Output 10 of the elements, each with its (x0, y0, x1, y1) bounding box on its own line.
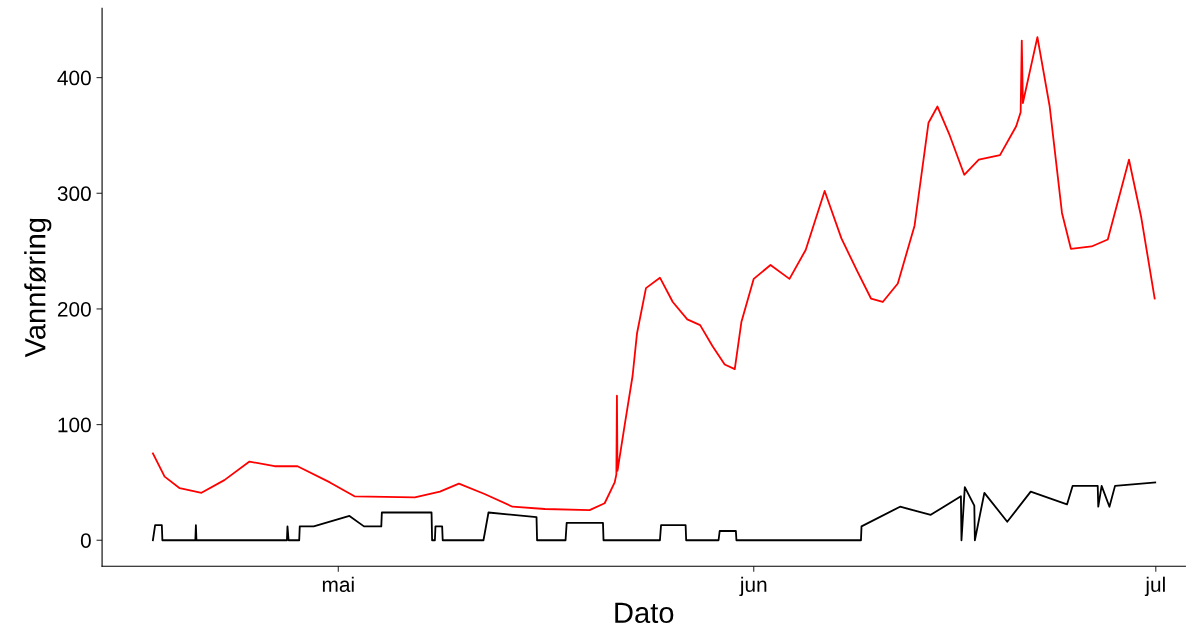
x-axis-title: Dato (615, 602, 674, 624)
y-tick-label: 100 (58, 417, 91, 433)
x-tick-label: jun (739, 576, 767, 597)
y-tick-label: 300 (57, 186, 91, 202)
y-tick-label: 400 (57, 70, 91, 86)
x-tick-label: jul (1144, 576, 1165, 597)
y-axis-title: Vannføring (24, 218, 52, 358)
y-tick-label: 200 (57, 301, 91, 317)
x-tick-label: mai (322, 576, 354, 592)
y-tick-label: 0 (80, 533, 91, 548)
